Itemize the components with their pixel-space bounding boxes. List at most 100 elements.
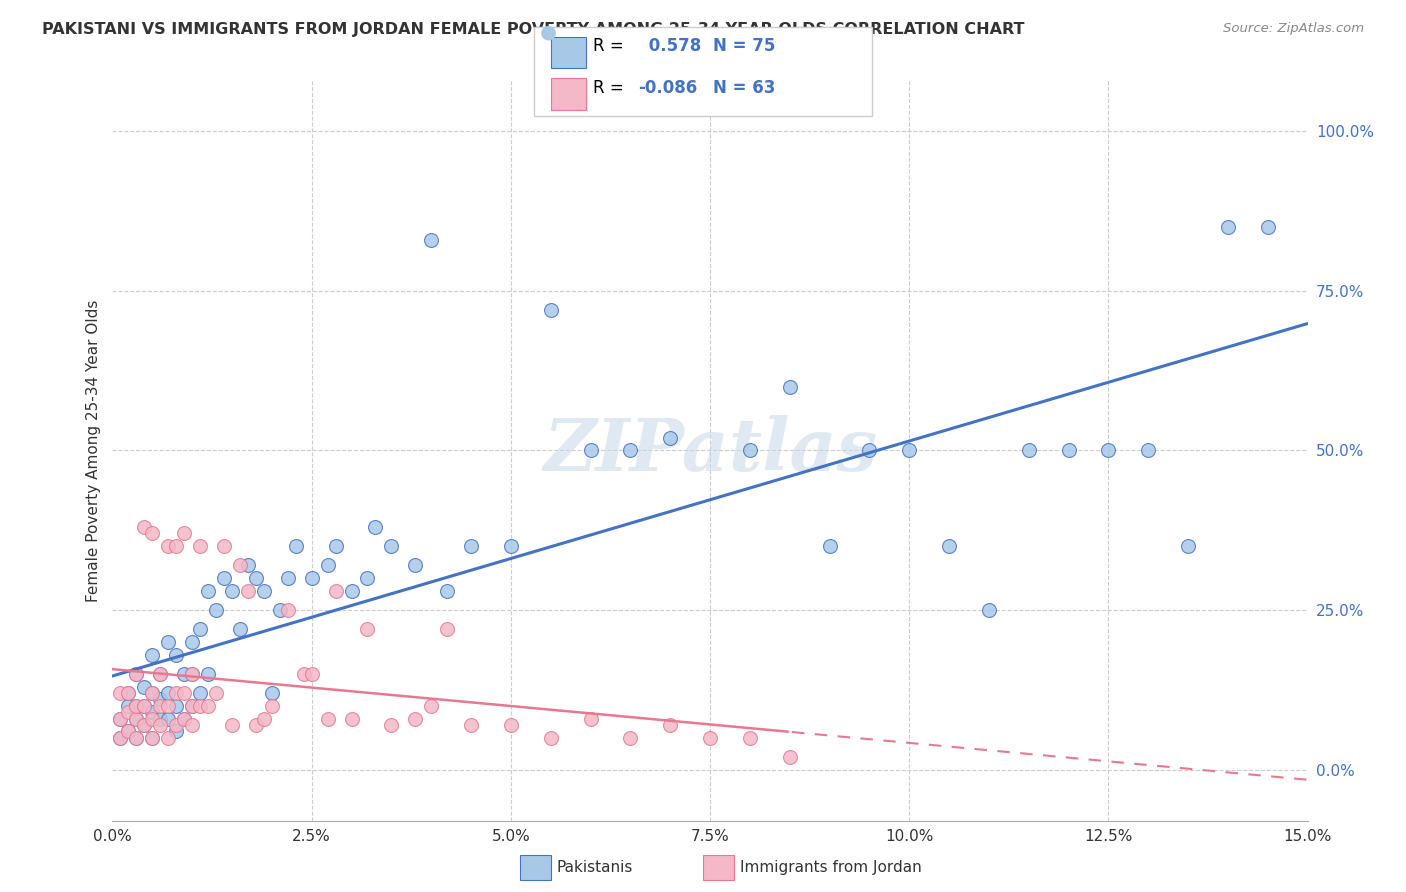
Text: Immigrants from Jordan: Immigrants from Jordan bbox=[740, 860, 921, 874]
Point bbox=[404, 558, 426, 573]
Text: ●: ● bbox=[540, 22, 557, 42]
Point bbox=[1177, 539, 1199, 553]
Point bbox=[316, 712, 339, 726]
Point bbox=[181, 635, 204, 649]
Point bbox=[260, 686, 283, 700]
Point bbox=[340, 583, 363, 598]
Point bbox=[1137, 443, 1160, 458]
Text: N = 75: N = 75 bbox=[713, 37, 775, 55]
Point bbox=[540, 303, 562, 318]
Point bbox=[540, 731, 562, 745]
Point bbox=[499, 718, 522, 732]
Point bbox=[134, 698, 156, 713]
Point bbox=[818, 539, 841, 553]
Point bbox=[188, 686, 211, 700]
Point bbox=[125, 712, 148, 726]
Point bbox=[253, 583, 276, 598]
Point bbox=[277, 571, 299, 585]
Point bbox=[141, 712, 163, 726]
Point bbox=[245, 571, 267, 585]
Point bbox=[110, 731, 132, 745]
Text: N = 63: N = 63 bbox=[713, 79, 775, 97]
Point bbox=[977, 603, 1000, 617]
Point bbox=[221, 583, 243, 598]
Point bbox=[125, 666, 148, 681]
Point bbox=[619, 443, 641, 458]
Point bbox=[260, 698, 283, 713]
Point bbox=[499, 539, 522, 553]
Point bbox=[380, 718, 402, 732]
Point bbox=[212, 539, 235, 553]
Point bbox=[165, 648, 187, 662]
Text: PAKISTANI VS IMMIGRANTS FROM JORDAN FEMALE POVERTY AMONG 25-34 YEAR OLDS CORRELA: PAKISTANI VS IMMIGRANTS FROM JORDAN FEMA… bbox=[42, 22, 1025, 37]
Point bbox=[134, 718, 156, 732]
Point bbox=[157, 686, 180, 700]
Point bbox=[157, 698, 180, 713]
Y-axis label: Female Poverty Among 25-34 Year Olds: Female Poverty Among 25-34 Year Olds bbox=[86, 300, 101, 601]
Point bbox=[181, 666, 204, 681]
Point bbox=[197, 583, 219, 598]
Point bbox=[125, 731, 148, 745]
Point bbox=[779, 749, 801, 764]
Point bbox=[188, 622, 211, 636]
Point bbox=[181, 698, 204, 713]
Point bbox=[165, 686, 187, 700]
Point bbox=[117, 686, 139, 700]
Point bbox=[659, 718, 682, 732]
Point bbox=[134, 698, 156, 713]
Point bbox=[134, 680, 156, 694]
Point bbox=[197, 698, 219, 713]
Point bbox=[149, 718, 172, 732]
Point bbox=[205, 686, 228, 700]
Point bbox=[356, 571, 378, 585]
Point bbox=[236, 583, 259, 598]
Text: Pakistanis: Pakistanis bbox=[557, 860, 633, 874]
Point bbox=[110, 712, 132, 726]
Point bbox=[181, 698, 204, 713]
Point bbox=[110, 731, 132, 745]
Point bbox=[125, 666, 148, 681]
Point bbox=[173, 712, 195, 726]
Point bbox=[380, 539, 402, 553]
Point bbox=[181, 718, 204, 732]
Point bbox=[779, 379, 801, 393]
Text: -0.086: -0.086 bbox=[638, 79, 697, 97]
Point bbox=[165, 724, 187, 739]
Point bbox=[141, 648, 163, 662]
Text: Source: ZipAtlas.com: Source: ZipAtlas.com bbox=[1223, 22, 1364, 36]
Point bbox=[221, 718, 243, 732]
Point bbox=[181, 666, 204, 681]
Point bbox=[134, 718, 156, 732]
Point bbox=[325, 583, 347, 598]
Text: R =: R = bbox=[593, 79, 624, 97]
Point bbox=[117, 686, 139, 700]
Point bbox=[110, 686, 132, 700]
Point bbox=[212, 571, 235, 585]
Point bbox=[205, 603, 228, 617]
Point bbox=[1097, 443, 1119, 458]
Point bbox=[188, 539, 211, 553]
Point bbox=[157, 539, 180, 553]
Point bbox=[149, 712, 172, 726]
Point bbox=[173, 686, 195, 700]
Point bbox=[1216, 220, 1239, 235]
Point bbox=[117, 698, 139, 713]
Point bbox=[436, 622, 458, 636]
Point bbox=[436, 583, 458, 598]
Point bbox=[1018, 443, 1040, 458]
Point bbox=[460, 539, 482, 553]
Point bbox=[149, 698, 172, 713]
Point bbox=[117, 724, 139, 739]
Point bbox=[1057, 443, 1080, 458]
Point bbox=[197, 666, 219, 681]
Point bbox=[149, 666, 172, 681]
Point bbox=[141, 731, 163, 745]
Point bbox=[157, 712, 180, 726]
Point bbox=[738, 731, 761, 745]
Point bbox=[141, 686, 163, 700]
Point bbox=[188, 698, 211, 713]
Point bbox=[420, 233, 443, 247]
Point bbox=[173, 666, 195, 681]
Point bbox=[165, 539, 187, 553]
Point bbox=[245, 718, 267, 732]
